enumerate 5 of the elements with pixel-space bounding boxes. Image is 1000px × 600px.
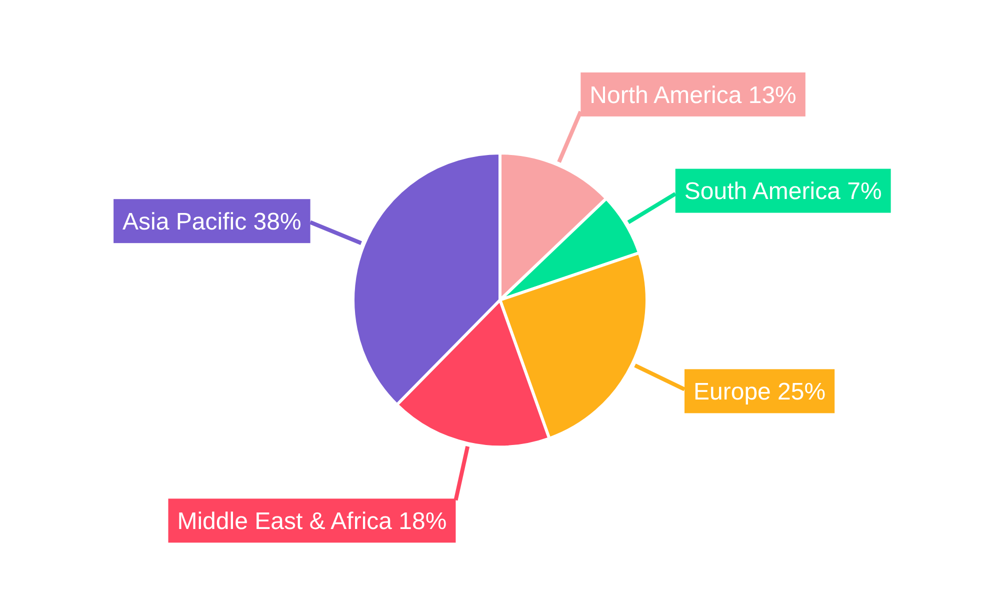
slice-label: Middle East & Africa 18% [177,508,447,536]
slice-label: North America 13% [590,82,796,109]
slice-label: Asia Pacific 38% [122,208,302,236]
slice-label: Europe 25% [694,378,826,406]
slice-label: South America 7% [684,178,882,206]
